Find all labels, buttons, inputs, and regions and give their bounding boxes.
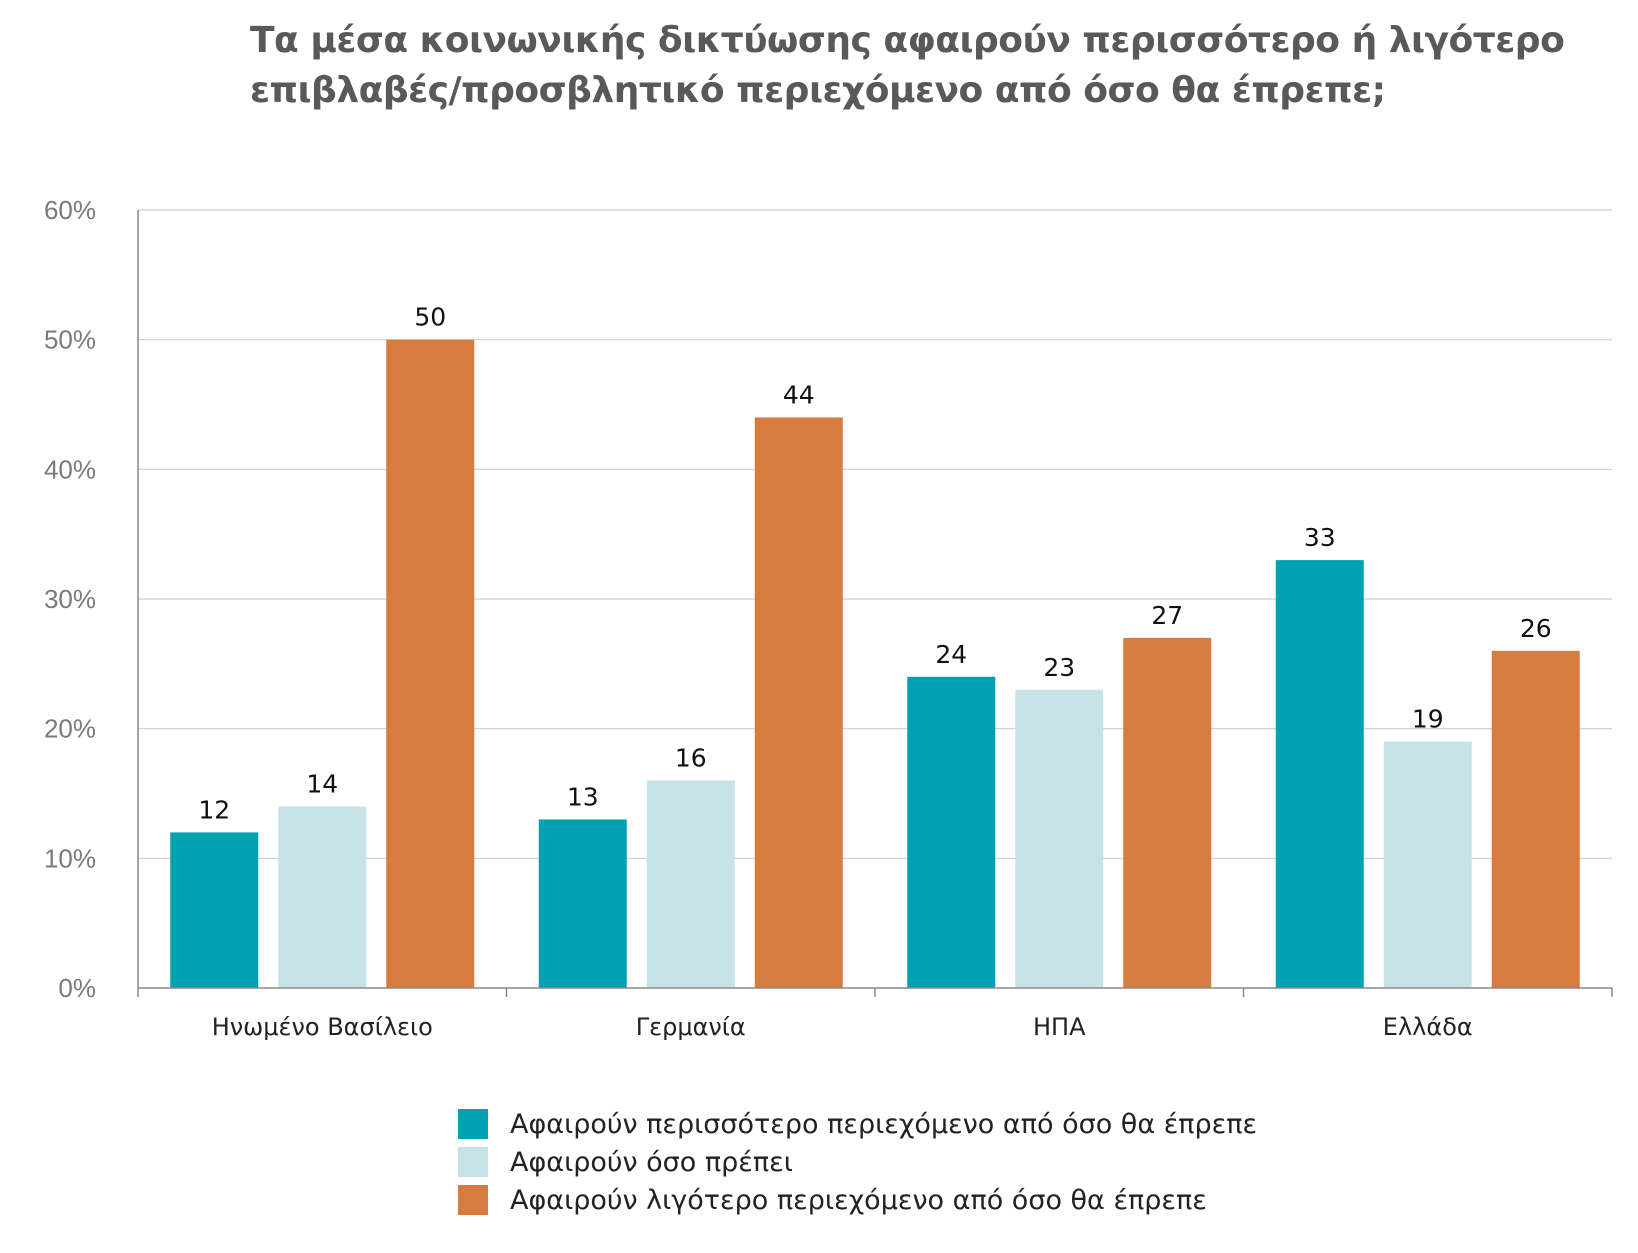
chart-title: Τα μέσα κοινωνικής δικτύωσης αφαιρούν πε… [250,16,1565,116]
chart-title-line-2: επιβλαβές/προσβλητικό περιεχόμενο από όσ… [250,70,1386,111]
legend-item-less: Αφαιρούν λιγότερο περιεχόμενο από όσο θα… [458,1181,1257,1219]
bar [170,832,259,988]
legend-item-right: Αφαιρούν όσο πρέπει [458,1143,1257,1181]
x-category-label: Ηνωμένο Βασίλειο [212,1013,433,1041]
bar [1275,560,1364,988]
bar [1383,741,1472,988]
data-label: 26 [1520,614,1552,643]
bars [170,339,1580,989]
legend-item-more: Αφαιρούν περισσότερο περιεχόμενο από όσο… [458,1105,1257,1143]
data-labels: 12 14 50 13 16 44 24 23 27 33 19 26 [198,303,1551,825]
legend-label-more: Αφαιρούν περισσότερο περιεχόμενο από όσο… [510,1108,1258,1140]
x-category-label: ΗΠΑ [1033,1013,1086,1041]
y-tick-label: 60% [44,195,96,225]
y-axis-tick-labels: 0% 10% 20% 30% 40% 50% 60% [44,195,96,1003]
chart-title-line-1: Τα μέσα κοινωνικής δικτύωσης αφαιρούν πε… [250,20,1565,61]
legend-label-right: Αφαιρούν όσο πρέπει [510,1146,793,1178]
data-label: 44 [783,380,815,409]
data-label: 13 [567,782,599,811]
bar [1491,650,1580,988]
y-tick-label: 10% [44,843,96,873]
data-label: 19 [1412,705,1444,734]
y-tick-label: 40% [44,454,96,484]
y-tick-label: 50% [44,325,96,355]
y-tick-label: 30% [44,584,96,614]
legend-label-less: Αφαιρούν λιγότερο περιεχόμενο από όσο θα… [510,1184,1207,1216]
legend-swatch-right [458,1147,488,1177]
x-category-label: Γερμανία [636,1013,746,1041]
bar [538,819,627,988]
legend-swatch-less [458,1185,488,1215]
x-axis-category-labels: Ηνωμένο Βασίλειο Γερμανία ΗΠΑ Ελλάδα [212,1013,1473,1041]
data-label: 16 [675,744,707,773]
data-label: 27 [1151,601,1183,630]
data-label: 33 [1304,523,1336,552]
data-label: 14 [306,769,338,798]
data-label: 23 [1043,653,1075,682]
axes [137,210,1613,997]
data-label: 24 [935,640,967,669]
bar [1015,689,1104,988]
y-tick-label: 0% [58,973,96,1003]
legend-swatch-more [458,1109,488,1139]
bar [907,676,996,988]
data-label: 50 [414,303,446,332]
legend: Αφαιρούν περισσότερο περιεχόμενο από όσο… [458,1105,1257,1219]
bar [646,780,735,988]
gridlines [138,209,1612,859]
x-category-label: Ελλάδα [1383,1013,1473,1041]
data-label: 12 [198,795,230,824]
bar [278,806,367,988]
bar [386,339,475,989]
bar [1123,637,1212,988]
bar [754,417,843,988]
y-tick-label: 20% [44,714,96,744]
